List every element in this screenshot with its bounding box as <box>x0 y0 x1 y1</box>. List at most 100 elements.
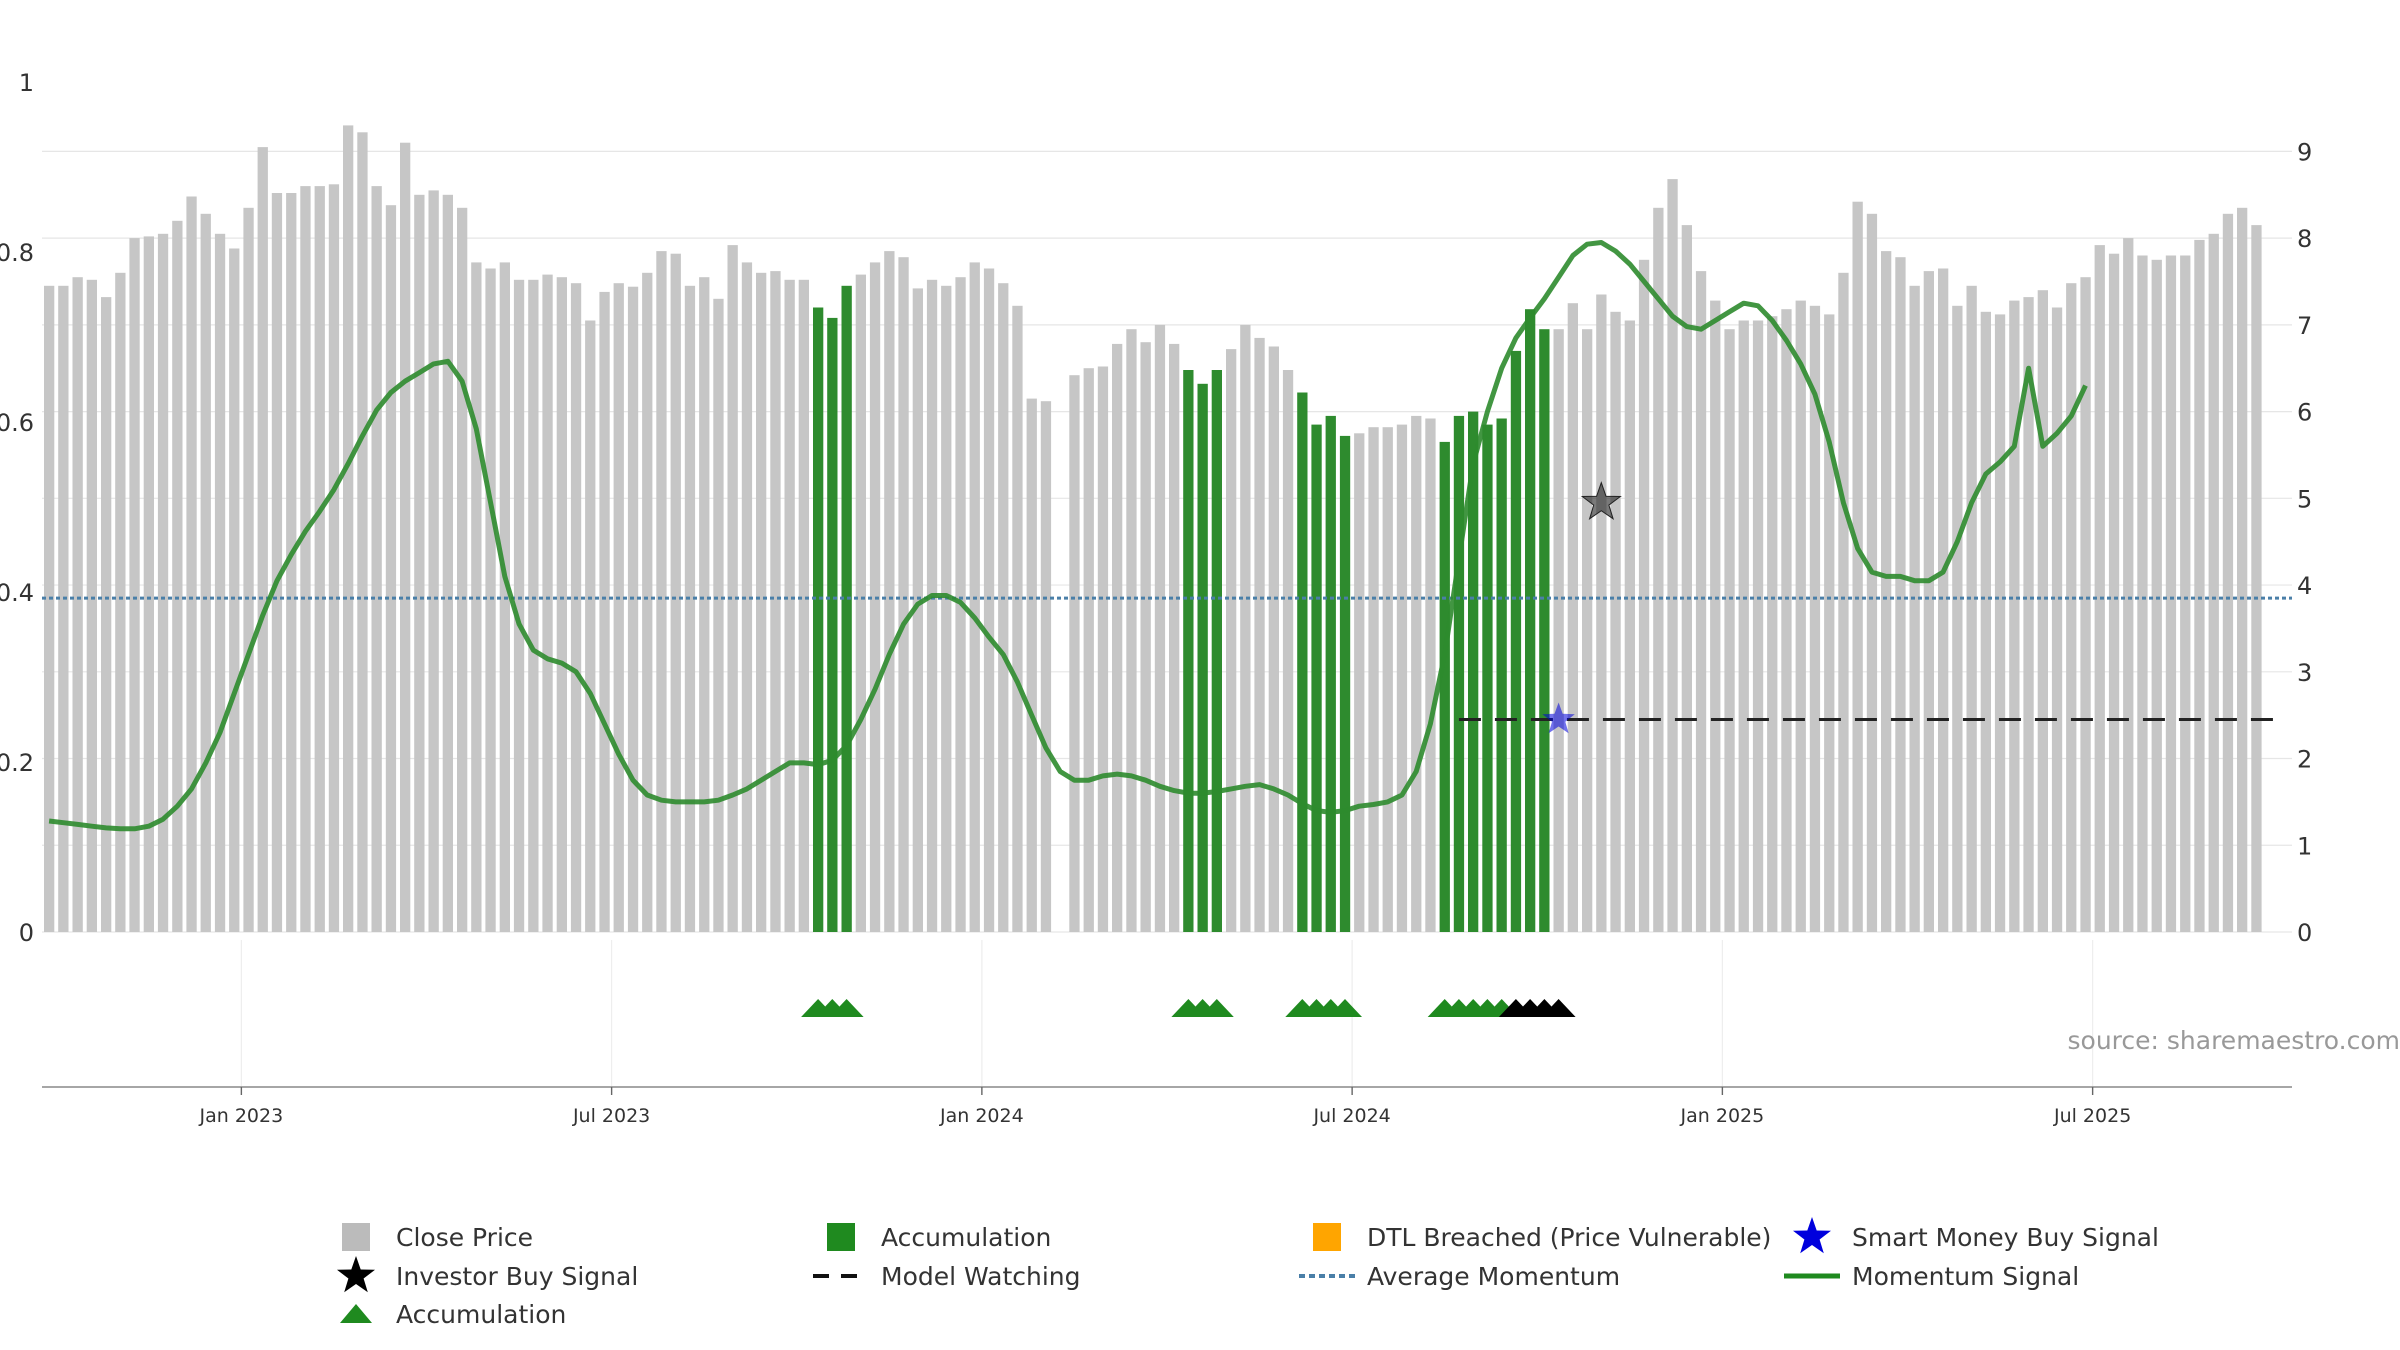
close-price-bar <box>72 277 83 932</box>
close-price-bar <box>2108 253 2120 932</box>
date-tick-label: Jan 2023 <box>199 1105 284 1127</box>
left-tick-label: 0.4 <box>0 579 34 607</box>
legend-label: Momentum Signal <box>1852 1262 2079 1291</box>
left-tick-label: 0.8 <box>0 239 34 267</box>
close-price-bar <box>627 286 639 932</box>
right-tick-label: 1 <box>2297 832 2312 860</box>
close-price-bar <box>1012 305 1023 932</box>
close-price-bar <box>357 132 368 933</box>
close-price-bar <box>599 291 610 932</box>
legend-label: Accumulation <box>396 1300 566 1329</box>
close-price-bar <box>528 279 539 932</box>
close-price-bar <box>2037 290 2048 932</box>
close-price-bar <box>570 283 582 932</box>
legend-triangle-icon <box>340 1304 372 1323</box>
close-price-bar <box>2051 307 2063 932</box>
close-price-bar <box>2237 207 2248 933</box>
close-price-bar <box>1795 300 1806 933</box>
source-label: source: sharemaestro.com <box>2068 1026 2400 1055</box>
accumulation-bar <box>813 307 824 932</box>
right-tick-label: 5 <box>2297 485 2312 513</box>
close-price-bar <box>1140 342 1151 932</box>
close-price-bar <box>200 213 211 933</box>
right-tick-label: 4 <box>2297 572 2312 600</box>
legend-label: Smart Money Buy Signal <box>1852 1223 2159 1252</box>
close-price-bar <box>1026 398 1037 933</box>
accumulation-bar <box>841 285 852 932</box>
close-price-bar <box>271 193 283 932</box>
accumulation-bar <box>1311 424 1322 932</box>
close-price-bar <box>670 253 681 932</box>
close-price-bar <box>1425 418 1436 932</box>
close-price-bar <box>585 320 596 932</box>
close-price-bar <box>2151 259 2162 932</box>
accumulation-bar <box>1339 435 1351 932</box>
date-tick-label: Jul 2024 <box>1312 1105 1390 1127</box>
close-price-bar <box>1909 285 1920 932</box>
close-price-bar <box>1226 349 1237 933</box>
accumulation-bar <box>827 317 838 932</box>
accumulation-bar <box>1468 411 1479 933</box>
accumulation-bar <box>1439 441 1450 932</box>
close-price-bar <box>129 238 140 933</box>
legend-square-icon <box>827 1223 855 1251</box>
legend-label: Model Watching <box>881 1262 1081 1291</box>
close-price-bar <box>1710 300 1721 933</box>
close-price-bar <box>385 205 397 932</box>
close-price-bar <box>1966 285 1977 932</box>
close-price-bar <box>1809 305 1821 932</box>
legend-item: Momentum Signal <box>1784 1262 2079 1291</box>
close-price-bar <box>1354 433 1365 932</box>
close-price-bar <box>2080 277 2091 932</box>
right-axis: 0 1 2 3 4 5 6 7 8 9 <box>2297 138 2312 947</box>
close-price-bar <box>1382 427 1393 932</box>
close-price-bar <box>1724 329 1735 932</box>
close-price-bar <box>314 186 325 933</box>
close-price-bar <box>1112 343 1123 932</box>
close-price-bar <box>1083 368 1094 932</box>
close-price-bar <box>1767 316 1778 932</box>
close-price-bar <box>1838 272 1849 932</box>
close-price-bar <box>2066 283 2077 932</box>
close-price-bar <box>1994 314 2006 932</box>
legend-item: Investor Buy Signal <box>337 1256 638 1293</box>
close-price-bar <box>300 186 311 933</box>
close-price-bar <box>2194 239 2205 932</box>
close-price-bar <box>1254 337 1265 932</box>
close-price-bar <box>941 285 952 932</box>
close-price-bar <box>1980 311 1991 932</box>
accumulation-marker <box>829 999 864 1017</box>
right-tick-label: 7 <box>2297 312 2312 340</box>
close-price-bar <box>926 279 938 932</box>
investor-marker <box>1541 999 1576 1017</box>
close-price-bar <box>983 268 995 932</box>
close-price-bar <box>556 277 567 932</box>
close-price-bar <box>115 272 126 932</box>
date-tick-label: Jan 2024 <box>939 1105 1024 1127</box>
legend-item: Accumulation <box>340 1300 566 1329</box>
momentum-signal-line <box>48 240 2088 832</box>
accumulation-marker <box>1199 999 1234 1017</box>
close-price-bar <box>257 147 268 933</box>
close-price-bar <box>741 262 753 932</box>
close-price-bar <box>912 288 923 932</box>
close-price-bar <box>1895 257 1906 932</box>
close-price-bar <box>2123 238 2134 933</box>
momentum-signal-line <box>48 240 2088 832</box>
legend-star-icon <box>1793 1217 1831 1254</box>
close-price-bar <box>428 190 439 932</box>
accumulation-bar <box>1197 383 1208 932</box>
investor-buy-signal-star <box>1580 481 1622 521</box>
left-axis: 0 0.2 0.4 0.6 0.8 1 <box>0 69 34 947</box>
left-tick-label: 0.6 <box>0 409 34 437</box>
accumulation-bar <box>1496 418 1507 932</box>
right-tick-label: 3 <box>2297 659 2312 687</box>
accumulation-bar <box>1482 424 1493 932</box>
accumulation-bar <box>1183 370 1194 932</box>
left-tick-label: 0 <box>19 919 34 947</box>
close-price-bar <box>457 207 468 933</box>
close-price-bar <box>1610 311 1621 932</box>
close-price-bar <box>727 245 738 933</box>
close-price-bar <box>328 184 340 933</box>
close-price-bar <box>642 272 653 932</box>
